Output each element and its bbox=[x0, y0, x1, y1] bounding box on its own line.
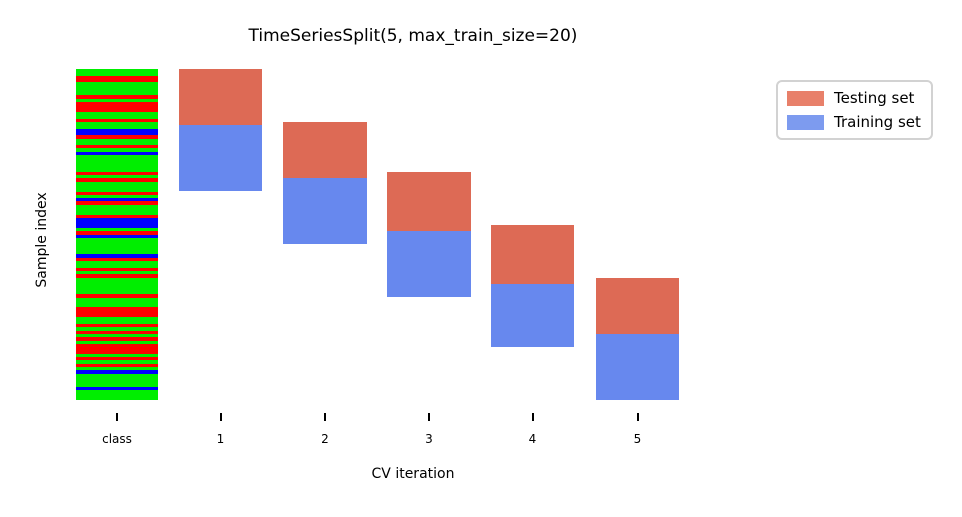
class-stripe bbox=[76, 294, 158, 298]
testing-block-iter-2 bbox=[283, 122, 367, 179]
training-block-iter-1 bbox=[179, 125, 262, 192]
class-stripe bbox=[76, 373, 158, 387]
class-stripe bbox=[76, 330, 158, 334]
class-stripe bbox=[76, 370, 158, 374]
class-stripe bbox=[76, 343, 158, 354]
x-tick bbox=[636, 413, 639, 421]
testing-block-iter-5 bbox=[596, 277, 679, 334]
class-stripe bbox=[76, 121, 158, 129]
class-stripe bbox=[76, 181, 158, 192]
class-column bbox=[76, 69, 158, 401]
class-stripe bbox=[76, 274, 158, 278]
class-stripe bbox=[76, 353, 158, 358]
chart-title: TimeSeriesSplit(5, max_train_size=20) bbox=[248, 26, 578, 46]
y-axis-label: Sample index bbox=[34, 192, 50, 288]
class-stripe bbox=[76, 327, 158, 331]
x-tick-label: 2 bbox=[321, 432, 329, 446]
class-stripe bbox=[76, 128, 158, 136]
class-stripe bbox=[76, 271, 158, 275]
class-stripe bbox=[76, 317, 158, 324]
class-stripe bbox=[76, 198, 158, 202]
class-stripe bbox=[76, 367, 158, 371]
training-block-iter-4 bbox=[491, 284, 574, 347]
legend-label-training: Training set bbox=[834, 113, 921, 131]
class-stripe bbox=[76, 237, 158, 255]
class-stripe bbox=[76, 254, 158, 258]
training-set-swatch bbox=[787, 114, 824, 130]
training-block-iter-3 bbox=[387, 231, 471, 298]
class-stripe bbox=[76, 112, 158, 119]
testing-block-iter-3 bbox=[387, 171, 471, 232]
class-stripe bbox=[76, 337, 158, 341]
x-tick bbox=[531, 413, 534, 421]
x-tick bbox=[428, 413, 430, 421]
class-stripe bbox=[76, 191, 158, 195]
class-stripe bbox=[76, 324, 158, 328]
class-stripe bbox=[76, 214, 158, 219]
class-stripe bbox=[76, 261, 158, 268]
legend-label-testing: Testing set bbox=[834, 89, 915, 107]
class-stripe bbox=[76, 95, 158, 99]
class-stripe bbox=[76, 360, 158, 364]
class-stripe bbox=[76, 194, 158, 199]
training-block-iter-2 bbox=[283, 178, 367, 245]
class-stripe bbox=[76, 257, 158, 262]
class-stripe bbox=[76, 390, 158, 401]
class-stripe bbox=[76, 178, 158, 182]
legend-item-training: Training set bbox=[787, 113, 922, 131]
legend: Testing set Training set bbox=[776, 80, 933, 140]
class-stripe bbox=[76, 267, 158, 272]
x-tick-label: 4 bbox=[528, 432, 537, 446]
x-tick-label: 5 bbox=[633, 432, 642, 446]
class-stripe bbox=[76, 135, 158, 139]
class-stripe bbox=[76, 363, 158, 368]
class-stripe bbox=[76, 145, 158, 149]
class-stripe bbox=[76, 98, 158, 103]
x-tick-label: 1 bbox=[216, 432, 225, 446]
testing-block-iter-4 bbox=[491, 224, 574, 285]
x-tick bbox=[219, 413, 222, 421]
class-stripe bbox=[76, 171, 158, 175]
training-block-iter-5 bbox=[596, 333, 679, 400]
x-axis-label: CV iteration bbox=[371, 466, 455, 482]
testing-set-swatch bbox=[787, 90, 824, 106]
x-tick bbox=[324, 413, 326, 421]
class-stripe bbox=[76, 75, 158, 83]
class-stripe bbox=[76, 340, 158, 344]
class-stripe bbox=[76, 357, 158, 361]
x-tick-label: class bbox=[102, 432, 132, 446]
class-stripe bbox=[76, 297, 158, 308]
class-stripe bbox=[76, 218, 158, 228]
class-stripe bbox=[76, 277, 158, 295]
class-stripe bbox=[76, 201, 158, 205]
class-stripe bbox=[76, 333, 158, 338]
class-stripe bbox=[76, 231, 158, 235]
class-stripe bbox=[76, 307, 158, 318]
testing-block-iter-1 bbox=[179, 69, 262, 126]
class-stripe bbox=[76, 155, 158, 172]
x-tick bbox=[116, 413, 118, 421]
class-stripe bbox=[76, 227, 158, 232]
x-tick-label: 3 bbox=[425, 432, 433, 446]
class-stripe bbox=[76, 118, 158, 122]
class-stripe bbox=[76, 234, 158, 238]
class-stripe bbox=[76, 138, 158, 146]
class-stripe bbox=[76, 69, 158, 76]
class-stripe bbox=[76, 151, 158, 156]
class-stripe bbox=[76, 102, 158, 113]
class-stripe bbox=[76, 82, 158, 96]
class-stripe bbox=[76, 386, 158, 391]
class-stripe bbox=[76, 148, 158, 152]
class-stripe bbox=[76, 174, 158, 179]
legend-item-testing: Testing set bbox=[787, 89, 922, 107]
class-stripe bbox=[76, 204, 158, 215]
